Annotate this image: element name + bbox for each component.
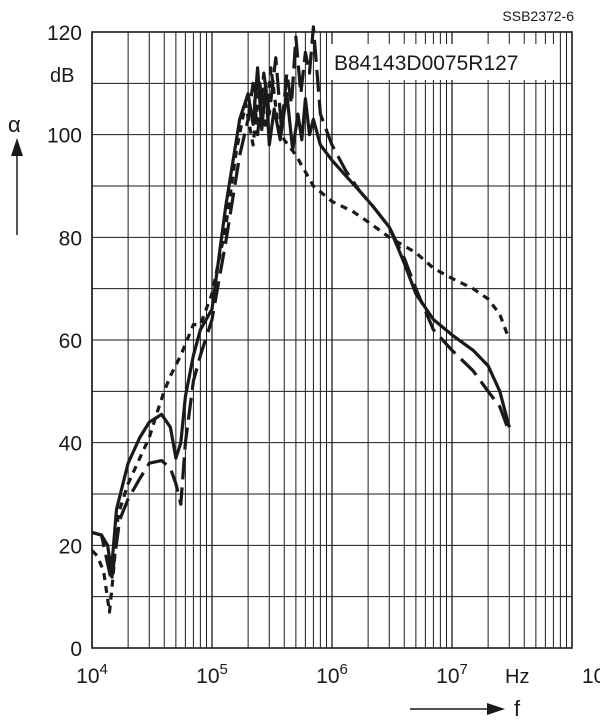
grid [91, 31, 572, 649]
plot-border [91, 31, 573, 649]
y-tick-label: 0 [70, 638, 82, 661]
y-tick-label: 60 [59, 330, 82, 353]
part-number-box [327, 44, 559, 80]
x-symbol-label: f [514, 696, 521, 720]
y-tick-label: 120 [47, 22, 82, 45]
x-tick-label: 106 [316, 661, 348, 688]
document-id: SSB2372-6 [502, 8, 574, 24]
part-number-label: B84143D0075R127 [334, 52, 519, 75]
plot-frame [91, 31, 573, 649]
x-tick-label: 104 [76, 661, 108, 688]
x-unit-label: Hz [505, 666, 529, 688]
y-tick-label: 40 [59, 433, 82, 456]
y-axis-arrow [11, 138, 23, 235]
y-tick-labels: 0 20 40 60 80 100 120 [47, 22, 82, 661]
x-tick-label: 105 [196, 661, 228, 688]
series-layer [90, 25, 511, 614]
x-tick-label: 107 [436, 661, 468, 688]
x-tick-label: 108 [582, 661, 600, 688]
series-line-dashed [91, 25, 511, 583]
x-tick-labels: 104 105 106 107 108 [76, 661, 600, 688]
y-tick-label: 100 [47, 125, 82, 148]
series-line-dotted [90, 66, 511, 614]
y-unit-label: dB [50, 65, 74, 87]
y-symbol-label: α [8, 112, 21, 137]
y-tick-label: 20 [59, 535, 82, 558]
y-tick-label: 80 [59, 227, 82, 250]
x-axis-arrow [410, 703, 505, 715]
